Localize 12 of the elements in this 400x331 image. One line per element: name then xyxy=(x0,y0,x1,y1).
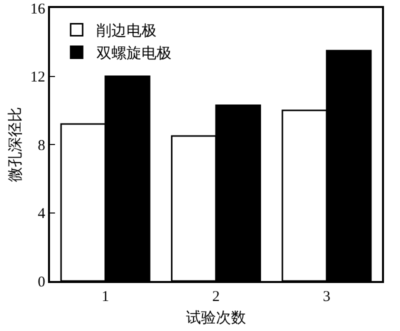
y-tick-label: 0 xyxy=(38,274,46,290)
legend-label: 双螺旋电极 xyxy=(96,45,172,62)
y-tick-label: 16 xyxy=(30,1,46,18)
legend-label: 削边电极 xyxy=(96,22,157,40)
x-tick-label: 1 xyxy=(102,288,110,305)
y-tick-label: 12 xyxy=(30,70,46,86)
x-tick-label: 3 xyxy=(322,288,330,305)
y-axis-title: 微孔深径比 xyxy=(7,107,24,182)
x-axis-title: 试验次数 xyxy=(186,309,246,326)
y-tick-label: 8 xyxy=(38,138,46,154)
y-tick-label: 4 xyxy=(38,206,46,222)
x-tick-label: 2 xyxy=(212,288,220,305)
